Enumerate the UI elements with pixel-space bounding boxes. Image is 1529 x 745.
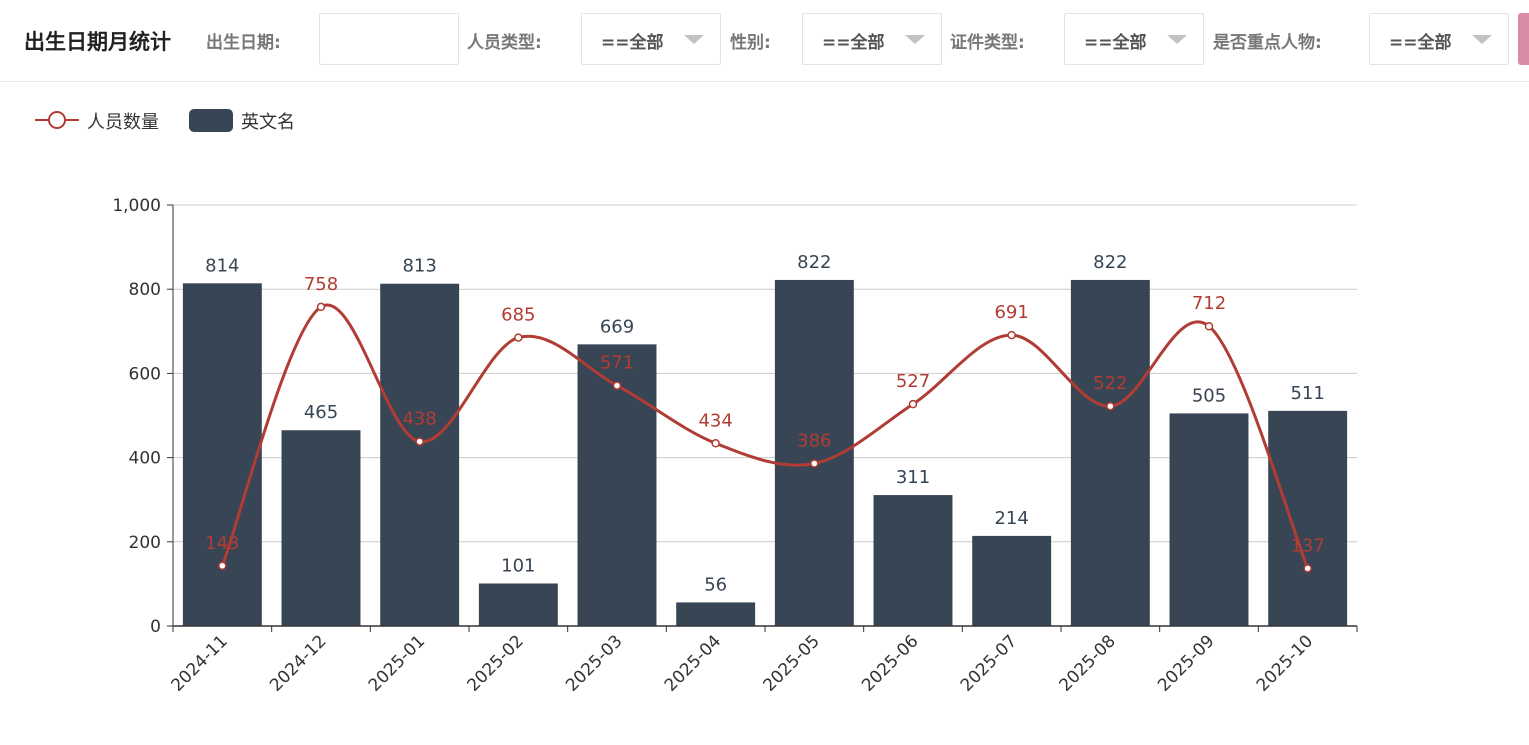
line-value-label: 438 xyxy=(402,409,436,430)
bar-value-label: 822 xyxy=(797,252,831,273)
id-type-label: 证件类型: xyxy=(950,33,1025,53)
bar xyxy=(873,495,953,626)
line-value-label: 712 xyxy=(1192,293,1226,314)
line-value-label: 386 xyxy=(797,430,831,451)
line-point xyxy=(711,439,720,448)
x-tick-label: 2025-03 xyxy=(562,631,626,695)
bar xyxy=(380,283,460,626)
bar xyxy=(281,430,361,626)
bar-value-label: 56 xyxy=(704,574,727,595)
person-type-select[interactable]: ==全部 xyxy=(581,13,721,65)
bar-value-label: 814 xyxy=(205,255,239,276)
line-point xyxy=(415,437,424,446)
y-tick-label: 400 xyxy=(129,449,161,469)
y-tick-label: 600 xyxy=(129,364,161,384)
line-value-label: 527 xyxy=(896,371,930,392)
page-title: 出生日期月统计 xyxy=(24,30,171,54)
id-type-select[interactable]: ==全部 xyxy=(1064,13,1204,65)
line-point xyxy=(1303,564,1312,573)
line-value-label: 143 xyxy=(205,533,239,554)
chevron-down-icon xyxy=(1167,35,1187,44)
line-series-path xyxy=(220,303,1310,569)
line-series-legend-icon xyxy=(35,111,79,129)
line-value-label: 571 xyxy=(600,353,634,374)
line-layer xyxy=(218,302,1312,573)
person-type-value: ==全部 xyxy=(601,33,664,53)
birth-date-label: 出生日期: xyxy=(206,33,281,53)
legend-label-bar: 英文名 xyxy=(241,112,295,133)
x-tick-label: 2025-01 xyxy=(365,631,429,695)
chevron-down-icon xyxy=(905,35,925,44)
bar-series-legend-icon xyxy=(189,109,233,132)
key-person-label: 是否重点人物: xyxy=(1213,33,1322,53)
line-value-label: 685 xyxy=(501,305,535,326)
key-person-select[interactable]: ==全部 xyxy=(1369,13,1509,65)
line-value-label: 691 xyxy=(994,302,1028,323)
x-tick-label: 2025-04 xyxy=(661,631,725,695)
line-value-label: 758 xyxy=(304,274,338,295)
x-tick-label: 2025-06 xyxy=(858,631,922,695)
y-tick-label: 0 xyxy=(150,617,161,637)
gender-select[interactable]: ==全部 xyxy=(802,13,942,65)
line-point xyxy=(1204,321,1214,331)
x-tick-label: 2025-05 xyxy=(760,631,824,695)
bar-value-label: 505 xyxy=(1192,385,1226,406)
x-tick-label: 2025-07 xyxy=(957,631,1021,695)
bar-layer xyxy=(182,279,1348,626)
gender-value: ==全部 xyxy=(822,33,885,53)
line-value-label: 522 xyxy=(1093,373,1127,394)
chevron-down-icon xyxy=(684,35,704,44)
line-point xyxy=(218,561,227,571)
line-point xyxy=(514,333,523,342)
bar xyxy=(577,344,657,626)
y-tick-label: 200 xyxy=(129,533,161,553)
birth-date-input[interactable] xyxy=(319,13,459,65)
bar-value-label: 214 xyxy=(994,508,1028,529)
bar-value-label: 813 xyxy=(402,256,436,277)
bar xyxy=(1268,410,1348,626)
bar xyxy=(478,583,558,626)
legend-label-line: 人员数量 xyxy=(87,112,159,133)
label-layer: 814 465 813 101 669 56 822 311 214 822 505 511 143 75… xyxy=(205,252,1325,595)
bar xyxy=(1070,279,1150,626)
x-tick-label: 2024-11 xyxy=(168,631,232,695)
line-point xyxy=(316,302,326,312)
line-value-label: 434 xyxy=(698,410,732,431)
y-tick-label: 800 xyxy=(129,280,161,300)
bar xyxy=(676,602,756,626)
gender-label: 性别: xyxy=(730,33,771,53)
bar-value-label: 511 xyxy=(1290,383,1324,404)
line-point xyxy=(1106,401,1115,411)
bar xyxy=(182,283,262,626)
x-tick-label: 2025-08 xyxy=(1056,631,1120,695)
bar xyxy=(1169,413,1249,626)
bar-value-label: 822 xyxy=(1093,252,1127,273)
grid-layer xyxy=(173,204,1357,543)
x-tick-label: 2025-09 xyxy=(1154,631,1218,695)
x-tick-label: 2024-12 xyxy=(266,631,330,695)
search-button[interactable] xyxy=(1518,13,1529,65)
line-point xyxy=(1007,330,1016,340)
x-tick-label: 2025-10 xyxy=(1253,631,1317,695)
id-type-value: ==全部 xyxy=(1084,33,1147,53)
filter-bar: 出生日期月统计 出生日期: 人员类型: ==全部 性别: ==全部 证件类型: … xyxy=(0,0,1529,82)
chevron-down-icon xyxy=(1472,35,1492,44)
bar-value-label: 311 xyxy=(896,467,930,488)
line-point xyxy=(612,381,622,390)
bar xyxy=(972,535,1052,626)
bar-value-label: 669 xyxy=(600,316,634,337)
person-type-label: 人员类型: xyxy=(467,33,542,53)
x-tick-label: 2025-02 xyxy=(464,631,528,695)
bar-value-label: 465 xyxy=(304,402,338,423)
line-point xyxy=(908,399,918,409)
line-value-label: 137 xyxy=(1290,535,1324,556)
key-person-value: ==全部 xyxy=(1389,33,1452,53)
y-tick-label: 1,000 xyxy=(112,196,161,216)
bar-value-label: 101 xyxy=(501,555,535,576)
line-point xyxy=(810,459,819,468)
